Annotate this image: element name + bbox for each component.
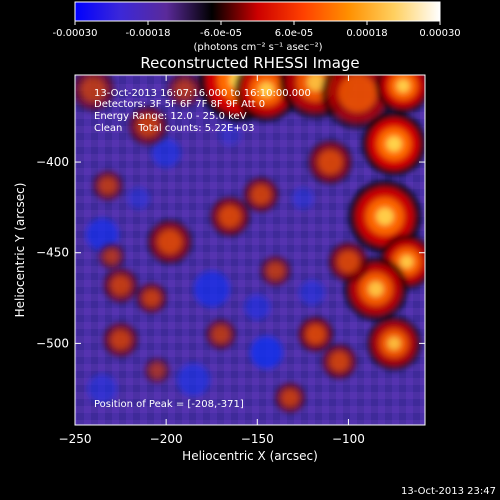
x-tick-label: −200 [150, 432, 183, 446]
hot-spot [147, 219, 193, 265]
cold-spot [291, 187, 314, 210]
hot-spot [348, 179, 422, 253]
hot-spot [366, 316, 422, 371]
hot-spot [102, 267, 139, 304]
hot-spot [166, 75, 203, 108]
cold-spot [127, 187, 150, 210]
colorbar-tick-label: 6.0e-05 [275, 28, 313, 39]
cold-spot [151, 138, 181, 168]
colorbar-tick-label: -0.00018 [126, 28, 171, 39]
plot-frame [74, 74, 426, 426]
footer-timestamp: 13-Oct-2013 23:47 [401, 486, 496, 497]
colorbar-ticks: -0.00030 -0.00018 -6.0e-05 6.0e-05 0.00018 0.… [53, 21, 461, 39]
y-tick-label: −500 [36, 336, 69, 350]
x-axis: −250 −200 −150 −100 [59, 75, 365, 446]
hot-spot [97, 242, 126, 271]
annotation-peak-position: Position of Peak = [-208,-371] [94, 399, 244, 410]
colorbar-tick-label: -6.0e-05 [200, 28, 242, 39]
hot-spot [321, 75, 394, 130]
colorbar-tick-label: -0.00030 [53, 28, 98, 39]
hot-spot [204, 318, 237, 351]
y-axis-label: Heliocentric Y (arcsec) [13, 183, 27, 318]
x-axis-label: Heliocentric X (arcsec) [182, 449, 318, 463]
y-tick-label: −450 [36, 246, 69, 260]
cold-spot [193, 270, 230, 308]
hot-spot [307, 139, 353, 185]
hot-spot [91, 169, 124, 202]
hot-spot [127, 105, 169, 147]
annotation-energy-range: Energy Range: 12.0 - 25.0 keV [94, 111, 247, 122]
hot-spot [362, 112, 425, 176]
x-tick-label: −150 [241, 432, 274, 446]
hot-spot [259, 254, 292, 287]
y-axis: −400 −450 −500 [36, 155, 425, 350]
hot-spot [327, 241, 369, 283]
hot-spot [102, 321, 139, 358]
cold-spot [250, 336, 283, 369]
y-tick-label: −400 [36, 155, 69, 169]
cold-spot [299, 279, 325, 306]
plot-area [75, 75, 425, 425]
hot-layer [75, 75, 425, 414]
annotation-time-range: 13-Oct-2013 16:07:16.000 to 16:10:00.000 [94, 88, 311, 99]
cold-spot [87, 374, 117, 404]
colorbar-gradient [74, 1, 441, 22]
chart-title: Reconstructed RHESSI Image [140, 54, 359, 72]
colorbar: -0.00030 -0.00018 -6.0e-05 6.0e-05 0.00018 0.… [53, 1, 461, 53]
hot-spot [75, 75, 117, 113]
hot-spot [135, 282, 168, 315]
annotations: 13-Oct-2013 16:07:16.000 to 16:10:00.000… [94, 88, 311, 410]
cold-spot [219, 123, 241, 146]
hot-spot [343, 257, 408, 321]
hot-spot [375, 75, 425, 114]
hot-spot [143, 356, 171, 385]
hot-spot [242, 176, 280, 213]
colorbar-tick-label: 0.00018 [346, 28, 387, 39]
hot-spot [209, 195, 251, 237]
hot-spot [297, 316, 334, 353]
colorbar-tick-label: 0.00030 [419, 28, 460, 39]
annotation-method-counts: Clean Total counts: 5.22E+03 [94, 123, 254, 134]
x-tick-label: −250 [59, 432, 92, 446]
colorbar-unit-label: (photons cm⁻² s⁻¹ asec⁻²) [193, 42, 322, 53]
cold-spot [177, 363, 210, 397]
hot-spot [321, 343, 358, 380]
cold-spot [244, 294, 271, 320]
hot-spot [274, 381, 307, 414]
annotation-detectors: Detectors: 3F 5F 6F 7F 8F 9F Att 0 [94, 99, 265, 110]
cold-layer [85, 123, 325, 404]
x-tick-label: −100 [332, 432, 365, 446]
